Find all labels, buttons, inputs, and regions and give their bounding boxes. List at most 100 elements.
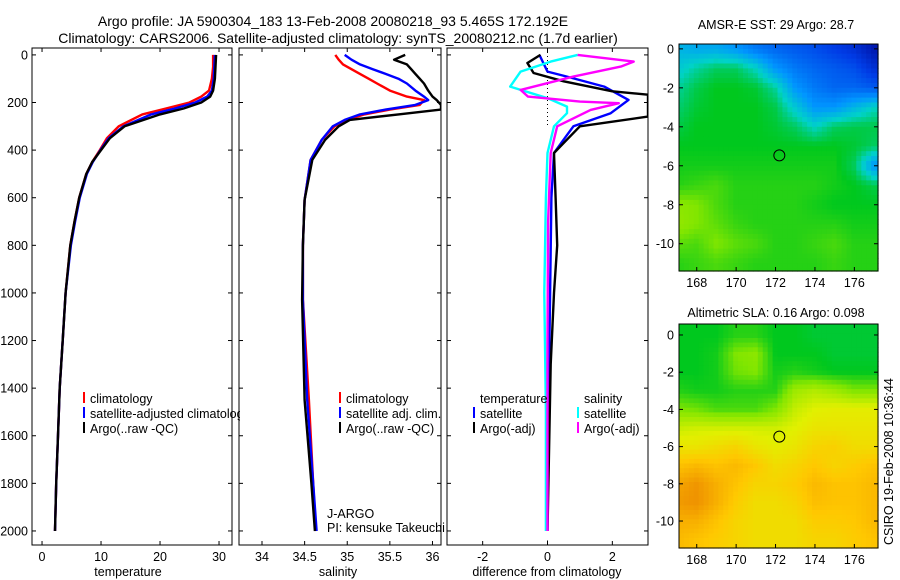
map-cell (797, 156, 803, 162)
map-cell (683, 209, 690, 216)
map-cell (713, 533, 719, 539)
map-cell (802, 389, 808, 395)
map-cell (693, 519, 700, 525)
map-cell (733, 407, 739, 413)
map-cell (871, 156, 877, 162)
map-cell (679, 126, 685, 133)
map-cell (762, 243, 769, 250)
map-cell (762, 505, 769, 511)
map-cell (787, 180, 793, 186)
map-cell (866, 486, 872, 493)
map-cell (703, 141, 710, 147)
map-cell (866, 458, 872, 465)
map-cell (752, 185, 759, 191)
map-cell (757, 454, 764, 460)
map-cell (733, 533, 739, 539)
map-cell (738, 375, 744, 381)
legend-label: satellite-adjusted climatology (90, 407, 251, 421)
map-cell (718, 417, 724, 423)
map-cell (748, 107, 754, 113)
map-cell (683, 398, 690, 404)
map-cell (743, 175, 749, 181)
map-cell (871, 538, 877, 544)
legend-label: Argo(-adj) (480, 422, 536, 436)
map-cell (797, 102, 803, 108)
map-cell (856, 175, 862, 181)
map-cell (683, 361, 690, 367)
map-cell (762, 333, 769, 339)
map-cell (777, 449, 783, 455)
map-cell (728, 160, 734, 167)
map-cell (816, 214, 823, 220)
map-cell (836, 412, 843, 418)
map-cell (807, 472, 813, 479)
map-cell (787, 248, 793, 255)
map-cell (757, 458, 764, 465)
map-cell (856, 514, 862, 520)
map-cell (831, 102, 838, 108)
map-cell (812, 156, 818, 162)
map-cell (713, 384, 719, 390)
map-cell (767, 92, 774, 99)
map-cell (748, 219, 754, 225)
map-cell (772, 195, 779, 201)
map-cell (757, 92, 764, 99)
map-cell (851, 356, 857, 362)
map-cell (876, 170, 879, 177)
map-cell (752, 393, 759, 400)
map-cell (876, 482, 879, 488)
map-cell (767, 524, 774, 530)
map-cell (698, 146, 705, 152)
map-cell (777, 528, 783, 534)
map-cell (846, 496, 852, 502)
map-cell (802, 258, 808, 264)
map-cell (821, 528, 828, 534)
map-cell (752, 68, 759, 74)
map-cell (693, 347, 700, 353)
map-cell (679, 224, 685, 230)
map-cell (787, 136, 793, 143)
map-cell (723, 87, 729, 94)
map-cell (688, 117, 695, 123)
map-cell (807, 170, 813, 177)
map-cell (718, 185, 724, 191)
map-cell (738, 92, 744, 99)
map-cell (787, 87, 793, 94)
map-cell (846, 248, 852, 255)
map-cell (876, 407, 879, 413)
map-cell (802, 243, 808, 250)
map-cell (871, 482, 877, 488)
map-cell (807, 356, 813, 362)
map-cell (866, 63, 872, 69)
map-cell (812, 365, 818, 372)
map-cell (826, 528, 833, 534)
series-line-temperature-argo-adj- (526, 53, 648, 532)
map-cell (767, 68, 774, 74)
map-cell (782, 78, 788, 84)
map-cell (816, 180, 823, 186)
map-cell (743, 412, 749, 418)
map-cell (757, 514, 764, 520)
map-cell (797, 258, 803, 264)
map-cell (777, 533, 783, 539)
map-cell (871, 449, 877, 455)
map-cell (826, 486, 833, 493)
map-cell (743, 444, 749, 451)
map-cell (752, 431, 759, 437)
map-cell (846, 454, 852, 460)
map-cell (821, 53, 828, 60)
map-cell (802, 333, 808, 339)
map-cell (851, 253, 857, 259)
map-cell (797, 175, 803, 181)
map-cell (787, 268, 793, 272)
map-cell (871, 263, 877, 269)
map-cell (698, 92, 705, 99)
map-cell (762, 92, 769, 99)
map-cell (748, 253, 754, 259)
map-cell (688, 165, 695, 172)
map-cell (698, 156, 705, 162)
map-cell (757, 160, 764, 167)
map-cell (752, 440, 759, 446)
map-cell (797, 185, 803, 191)
map-cell (713, 458, 719, 465)
